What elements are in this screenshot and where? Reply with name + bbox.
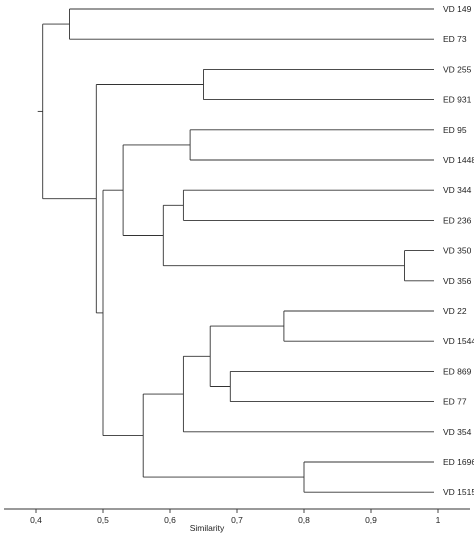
- leaf-label-ed-869: ED 869: [443, 366, 472, 376]
- leaf-label-vd-255: VD 255: [443, 64, 472, 74]
- x-axis-title: Similarity: [0, 523, 474, 533]
- leaf-label-vd-1515: VD 1515: [443, 487, 474, 497]
- leaf-label-vd-354: VD 354: [443, 427, 472, 437]
- x-tick-label-4: 0,8: [298, 515, 310, 525]
- x-tick-label-5: 0,9: [365, 515, 377, 525]
- leaf-label-ed-77: ED 77: [443, 397, 467, 407]
- leaf-label-vd-149: VD 149: [443, 4, 472, 14]
- leaf-label-vd-22: VD 22: [443, 306, 467, 316]
- x-tick-label-6: 1: [436, 515, 441, 525]
- x-tick-label-0: 0,4: [30, 515, 42, 525]
- leaf-label-vd-356: VD 356: [443, 276, 472, 286]
- x-tick-label-1: 0,5: [97, 515, 109, 525]
- leaf-label-ed-73: ED 73: [443, 34, 467, 44]
- leaf-label-ed-236: ED 236: [443, 215, 472, 225]
- leaf-label-vd-1544: VD 1544: [443, 336, 474, 346]
- leaf-label-ed-95: ED 95: [443, 125, 467, 135]
- x-tick-label-2: 0,6: [164, 515, 176, 525]
- leaf-label-vd-350: VD 350: [443, 246, 472, 256]
- x-axis-title-text: Similarity: [189, 523, 225, 533]
- x-tick-label-3: 0,7: [231, 515, 243, 525]
- leaf-label-vd-1448: VD 1448: [443, 155, 474, 165]
- leaf-label-vd-344: VD 344: [443, 185, 472, 195]
- leaf-label-ed-1696: ED 1696: [443, 457, 474, 467]
- leaf-label-ed-931: ED 931: [443, 95, 472, 105]
